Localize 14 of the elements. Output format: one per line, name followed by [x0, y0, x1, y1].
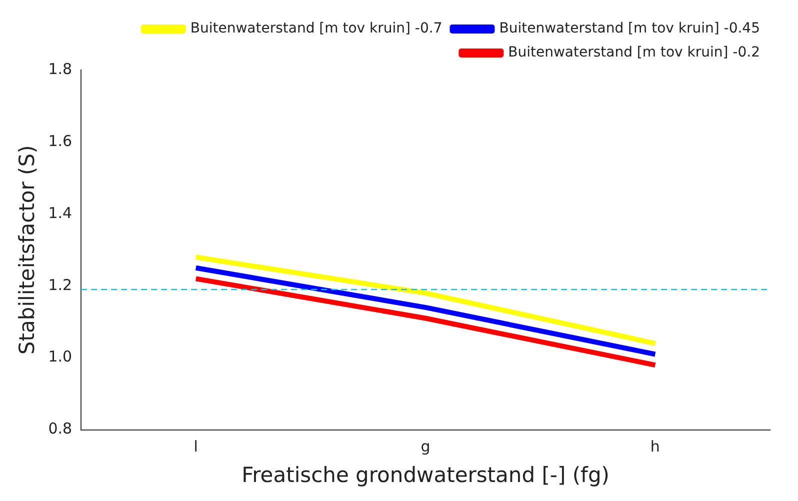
x-tick-label: h: [650, 438, 660, 456]
y-tick-label: 1.6: [48, 132, 72, 150]
y-tick-label: 1.0: [48, 348, 72, 366]
x-tick-label: g: [420, 438, 430, 456]
legend-label: Buitenwaterstand [m tov kruin] -0.45: [499, 20, 760, 37]
x-tick-label: l: [194, 438, 198, 456]
x-axis-title: Freatische grondwaterstand [-] (fg): [242, 462, 610, 487]
legend-label: Buitenwaterstand [m tov kruin] -0.7: [190, 20, 442, 37]
y-tick-label: 1.2: [48, 276, 72, 294]
y-tick-label: 1.8: [48, 60, 72, 78]
legend-label: Buitenwaterstand [m tov kruin] -0.2: [508, 44, 760, 61]
y-axis-title: Stabiliteitsfactor (S): [15, 145, 40, 355]
y-tick-label: 1.4: [48, 204, 72, 222]
y-tick-label: 0.8: [48, 420, 72, 438]
